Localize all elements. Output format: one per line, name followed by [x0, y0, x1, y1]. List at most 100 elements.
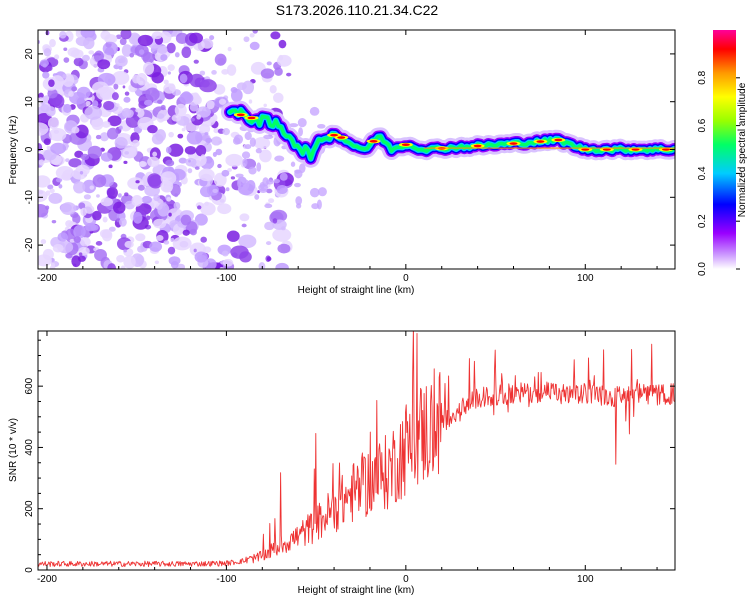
noise-blob [163, 240, 170, 245]
noise-blob [194, 213, 208, 226]
noise-blob [225, 187, 230, 192]
noise-blob [200, 154, 206, 160]
noise-blob [92, 174, 107, 188]
noise-blob [115, 34, 122, 40]
noise-blob [280, 226, 286, 231]
noise-blob [82, 179, 97, 194]
noise-blob [38, 204, 49, 218]
noise-blob [143, 61, 155, 75]
noise-blob [71, 255, 81, 268]
snr-y-axis-label: SNR (10 * v/v) [8, 418, 19, 482]
noise-blob [165, 146, 172, 154]
y-tick-label: 600 [24, 377, 35, 394]
y-tick-label: 20 [24, 48, 35, 60]
noise-blob [65, 158, 70, 163]
noise-blob [135, 233, 146, 242]
noise-blob [188, 32, 204, 44]
noise-blob [167, 246, 176, 255]
colorbar-tick-label: 0.8 [697, 70, 708, 84]
x-tick-label: 0 [403, 273, 409, 284]
noise-blob [48, 128, 67, 142]
noise-blob [145, 215, 151, 221]
y-tick-label: 400 [24, 439, 35, 456]
noise-blob [309, 187, 320, 198]
snr-panel: -200 -100 0 100 0 200 400 600 Height of straig… [8, 330, 676, 596]
noise-blob [84, 205, 95, 214]
noise-blob [138, 49, 145, 55]
noise-blob [123, 255, 136, 269]
noise-blob [119, 217, 127, 227]
ridge-band-green [228, 108, 675, 161]
noise-blob [112, 201, 126, 214]
ridge-peak-core [581, 148, 590, 151]
noise-blob [262, 177, 269, 187]
noise-blob [230, 86, 238, 93]
noise-blob [128, 32, 141, 45]
noise-blob [93, 50, 105, 63]
noise-blob [73, 181, 86, 194]
noise-blob [102, 41, 118, 56]
noise-blob [51, 219, 57, 224]
noise-blob [264, 221, 275, 231]
noise-blob [68, 90, 74, 97]
noise-blob [299, 163, 306, 174]
noise-blob [217, 163, 222, 169]
noise-blob [239, 213, 250, 222]
noise-blob [237, 186, 247, 193]
noise-blob [115, 103, 120, 107]
noise-blob [279, 187, 288, 194]
noise-blob [111, 92, 119, 101]
noise-blob [141, 195, 153, 204]
noise-blob [79, 237, 91, 247]
noise-blob [163, 79, 169, 85]
ridge-peak-core [247, 116, 256, 120]
noise-blob [50, 142, 67, 155]
noise-blob [151, 72, 164, 84]
noise-blob [52, 94, 65, 109]
noise-blob [166, 42, 176, 54]
noise-blob [266, 188, 273, 194]
noise-blob [278, 39, 287, 49]
noise-blob [94, 248, 107, 262]
noise-blob [124, 91, 130, 96]
noise-blob [65, 220, 73, 228]
noise-blob [149, 241, 163, 252]
noise-blob [201, 38, 214, 49]
noise-blob [254, 194, 260, 200]
colorbar-tick-label: 0.0 [697, 262, 708, 276]
noise-blob [157, 45, 168, 54]
noise-blob [82, 54, 90, 62]
spectrogram-plot-area [38, 30, 675, 269]
ridge-peak-core [536, 140, 545, 143]
noise-blob [132, 211, 143, 224]
noise-blob [266, 256, 272, 262]
noise-blob [168, 131, 174, 138]
colorbar-tick-label: 0.4 [697, 166, 708, 180]
noise-blob [213, 172, 227, 187]
noise-blob [100, 197, 113, 207]
noise-blob [59, 31, 67, 39]
noise-blob [47, 88, 58, 99]
noise-blob [185, 157, 197, 167]
noise-blob [230, 176, 236, 180]
noise-blob [38, 122, 49, 136]
noise-blob [49, 38, 56, 48]
noise-blob [84, 105, 103, 120]
noise-blob [135, 108, 141, 113]
noise-blob [167, 143, 184, 157]
snr-x-ticks: -200 -100 0 100 [37, 331, 658, 585]
noise-blob [294, 169, 301, 174]
noise-blob [113, 83, 119, 90]
noise-blob [263, 134, 274, 140]
noise-blob [92, 210, 102, 221]
noise-blob [136, 73, 148, 86]
noise-blob [226, 230, 240, 242]
noise-blob [196, 114, 202, 120]
noise-blob [38, 189, 48, 203]
noise-blob [88, 50, 95, 55]
noise-blob [38, 143, 43, 152]
noise-blob [56, 84, 61, 89]
noise-blob [143, 99, 153, 106]
